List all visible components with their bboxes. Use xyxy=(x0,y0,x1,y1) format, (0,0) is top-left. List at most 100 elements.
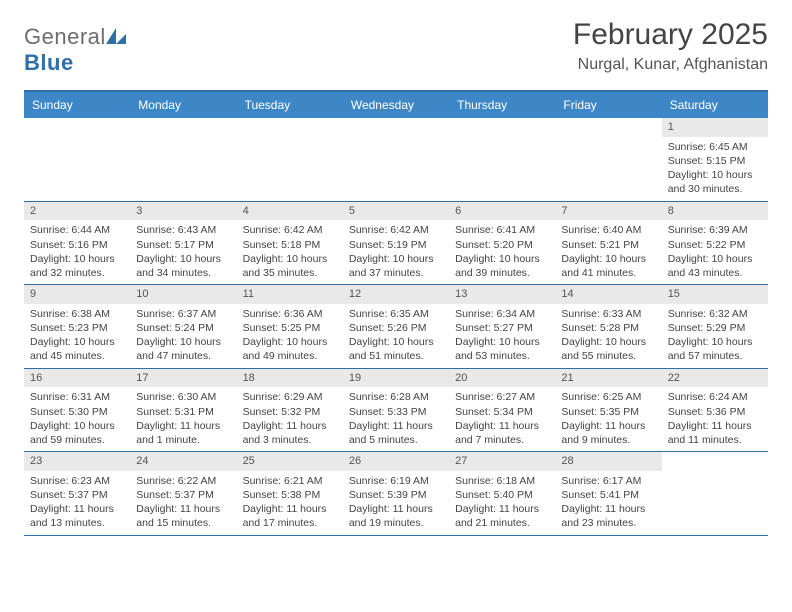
day-number: 19 xyxy=(343,369,449,388)
sunrise-line: Sunrise: 6:43 AM xyxy=(136,223,230,237)
sunset-line: Sunset: 5:18 PM xyxy=(243,238,337,252)
sunrise-line: Sunrise: 6:37 AM xyxy=(136,307,230,321)
sunrise-line: Sunrise: 6:31 AM xyxy=(30,390,124,404)
daylight-line: Daylight: 10 hours and 53 minutes. xyxy=(455,335,549,363)
calendar-row: ............1Sunrise: 6:45 AMSunset: 5:1… xyxy=(24,118,768,202)
weekday-header: Tuesday xyxy=(237,92,343,118)
sunrise-line: Sunrise: 6:18 AM xyxy=(455,474,549,488)
calendar-cell: 5Sunrise: 6:42 AMSunset: 5:19 PMDaylight… xyxy=(343,202,449,285)
calendar-row: 16Sunrise: 6:31 AMSunset: 5:30 PMDayligh… xyxy=(24,369,768,453)
day-body: Sunrise: 6:39 AMSunset: 5:22 PMDaylight:… xyxy=(662,220,768,284)
sunset-line: Sunset: 5:28 PM xyxy=(561,321,655,335)
sunrise-line: Sunrise: 6:45 AM xyxy=(668,140,762,154)
sunset-line: Sunset: 5:27 PM xyxy=(455,321,549,335)
sunrise-line: Sunrise: 6:24 AM xyxy=(668,390,762,404)
sunrise-line: Sunrise: 6:34 AM xyxy=(455,307,549,321)
sunrise-line: Sunrise: 6:36 AM xyxy=(243,307,337,321)
sunset-line: Sunset: 5:38 PM xyxy=(243,488,337,502)
day-number: 5 xyxy=(343,202,449,221)
calendar: SundayMondayTuesdayWednesdayThursdayFrid… xyxy=(24,90,768,536)
calendar-row: 23Sunrise: 6:23 AMSunset: 5:37 PMDayligh… xyxy=(24,452,768,536)
daylight-line: Daylight: 11 hours and 9 minutes. xyxy=(561,419,655,447)
day-body: Sunrise: 6:31 AMSunset: 5:30 PMDaylight:… xyxy=(24,387,130,451)
calendar-cell: .. xyxy=(449,118,555,201)
daylight-line: Daylight: 10 hours and 30 minutes. xyxy=(668,168,762,196)
calendar-cell: 4Sunrise: 6:42 AMSunset: 5:18 PMDaylight… xyxy=(237,202,343,285)
daylight-line: Daylight: 11 hours and 19 minutes. xyxy=(349,502,443,530)
sunset-line: Sunset: 5:17 PM xyxy=(136,238,230,252)
weekday-header: Saturday xyxy=(662,92,768,118)
sunrise-line: Sunrise: 6:17 AM xyxy=(561,474,655,488)
sunrise-line: Sunrise: 6:23 AM xyxy=(30,474,124,488)
calendar-cell: .. xyxy=(343,118,449,201)
day-number: 6 xyxy=(449,202,555,221)
daylight-line: Daylight: 11 hours and 3 minutes. xyxy=(243,419,337,447)
day-number: 11 xyxy=(237,285,343,304)
calendar-cell: 2Sunrise: 6:44 AMSunset: 5:16 PMDaylight… xyxy=(24,202,130,285)
calendar-cell: .. xyxy=(130,118,236,201)
day-number: 2 xyxy=(24,202,130,221)
sunrise-line: Sunrise: 6:32 AM xyxy=(668,307,762,321)
sunset-line: Sunset: 5:37 PM xyxy=(136,488,230,502)
sunrise-line: Sunrise: 6:41 AM xyxy=(455,223,549,237)
day-body: Sunrise: 6:40 AMSunset: 5:21 PMDaylight:… xyxy=(555,220,661,284)
sunset-line: Sunset: 5:29 PM xyxy=(668,321,762,335)
day-body: Sunrise: 6:18 AMSunset: 5:40 PMDaylight:… xyxy=(449,471,555,535)
day-body: Sunrise: 6:21 AMSunset: 5:38 PMDaylight:… xyxy=(237,471,343,535)
calendar-cell: 6Sunrise: 6:41 AMSunset: 5:20 PMDaylight… xyxy=(449,202,555,285)
sunset-line: Sunset: 5:15 PM xyxy=(668,154,762,168)
calendar-cell: 23 Sunrise: 6:23 AMSunset: 5:37 PMDayligh… xyxy=(24,452,130,535)
day-number: 23 xyxy=(24,452,130,471)
calendar-cell: .. xyxy=(237,118,343,201)
calendar-cell: .. xyxy=(555,118,661,201)
sunrise-line: Sunrise: 6:22 AM xyxy=(136,474,230,488)
sunset-line: Sunset: 5:16 PM xyxy=(30,238,124,252)
sunset-line: Sunset: 5:33 PM xyxy=(349,405,443,419)
sunset-line: Sunset: 5:39 PM xyxy=(349,488,443,502)
calendar-cell: 12Sunrise: 6:35 AMSunset: 5:26 PMDayligh… xyxy=(343,285,449,368)
day-body: Sunrise: 6:42 AMSunset: 5:18 PMDaylight:… xyxy=(237,220,343,284)
day-number: 22 xyxy=(662,369,768,388)
sunrise-line: Sunrise: 6:25 AM xyxy=(561,390,655,404)
weekday-header: Wednesday xyxy=(343,92,449,118)
day-number: 18 xyxy=(237,369,343,388)
day-number: 10 xyxy=(130,285,236,304)
sunrise-line: Sunrise: 6:33 AM xyxy=(561,307,655,321)
weekday-header: Thursday xyxy=(449,92,555,118)
calendar-row: 2Sunrise: 6:44 AMSunset: 5:16 PMDaylight… xyxy=(24,202,768,286)
sunset-line: Sunset: 5:37 PM xyxy=(30,488,124,502)
calendar-cell: 16Sunrise: 6:31 AMSunset: 5:30 PMDayligh… xyxy=(24,369,130,452)
calendar-cell: 3Sunrise: 6:43 AMSunset: 5:17 PMDaylight… xyxy=(130,202,236,285)
daylight-line: Daylight: 10 hours and 59 minutes. xyxy=(30,419,124,447)
daylight-line: Daylight: 11 hours and 13 minutes. xyxy=(30,502,124,530)
calendar-row: 9Sunrise: 6:38 AMSunset: 5:23 PMDaylight… xyxy=(24,285,768,369)
calendar-cell: .. xyxy=(662,452,768,535)
sunset-line: Sunset: 5:22 PM xyxy=(668,238,762,252)
calendar-cell: 27Sunrise: 6:18 AMSunset: 5:40 PMDayligh… xyxy=(449,452,555,535)
sunset-line: Sunset: 5:26 PM xyxy=(349,321,443,335)
day-body: Sunrise: 6:19 AMSunset: 5:39 PMDaylight:… xyxy=(343,471,449,535)
day-number: 8 xyxy=(662,202,768,221)
day-number: 28 xyxy=(555,452,661,471)
day-body: Sunrise: 6:24 AMSunset: 5:36 PMDaylight:… xyxy=(662,387,768,451)
daylight-line: Daylight: 10 hours and 47 minutes. xyxy=(136,335,230,363)
day-body: Sunrise: 6:35 AMSunset: 5:26 PMDaylight:… xyxy=(343,304,449,368)
logo: GeneralBlue xyxy=(24,18,126,76)
day-number: 7 xyxy=(555,202,661,221)
daylight-line: Daylight: 11 hours and 23 minutes. xyxy=(561,502,655,530)
sunset-line: Sunset: 5:20 PM xyxy=(455,238,549,252)
day-body: Sunrise: 6:32 AMSunset: 5:29 PMDaylight:… xyxy=(662,304,768,368)
calendar-header-row: SundayMondayTuesdayWednesdayThursdayFrid… xyxy=(24,92,768,118)
day-body: Sunrise: 6:30 AMSunset: 5:31 PMDaylight:… xyxy=(130,387,236,451)
calendar-cell: 17Sunrise: 6:30 AMSunset: 5:31 PMDayligh… xyxy=(130,369,236,452)
day-number: 21 xyxy=(555,369,661,388)
daylight-line: Daylight: 11 hours and 1 minute. xyxy=(136,419,230,447)
daylight-line: Daylight: 10 hours and 49 minutes. xyxy=(243,335,337,363)
calendar-cell: 1Sunrise: 6:45 AMSunset: 5:15 PMDaylight… xyxy=(662,118,768,201)
day-body: Sunrise: 6:34 AMSunset: 5:27 PMDaylight:… xyxy=(449,304,555,368)
day-number: 17 xyxy=(130,369,236,388)
day-body: Sunrise: 6:43 AMSunset: 5:17 PMDaylight:… xyxy=(130,220,236,284)
daylight-line: Daylight: 11 hours and 21 minutes. xyxy=(455,502,549,530)
daylight-line: Daylight: 11 hours and 7 minutes. xyxy=(455,419,549,447)
daylight-line: Daylight: 10 hours and 41 minutes. xyxy=(561,252,655,280)
